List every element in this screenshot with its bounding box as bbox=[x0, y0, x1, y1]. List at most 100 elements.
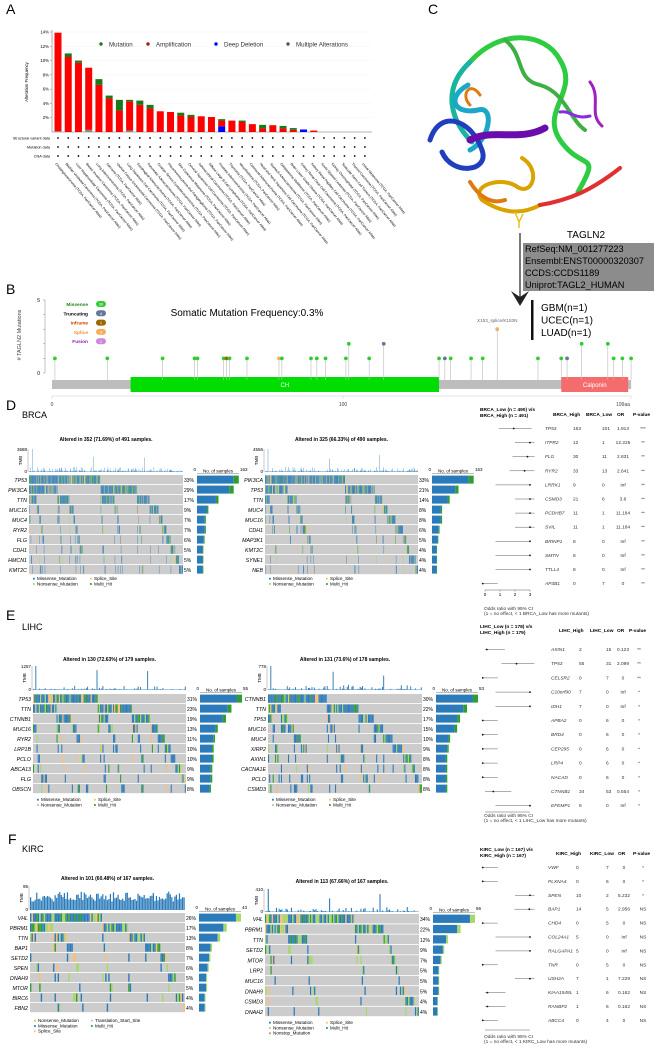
gene-percent: 8% bbox=[419, 508, 427, 514]
gene-label: CTNNB1 bbox=[10, 717, 31, 723]
mutation-cell bbox=[401, 987, 402, 996]
mutation-cell bbox=[363, 925, 364, 934]
mutation-cell bbox=[377, 725, 378, 733]
sample-count-bar-segment bbox=[223, 924, 226, 932]
odds-ratio-value: Inf bbox=[621, 948, 627, 954]
sample-count-bar-segment bbox=[236, 914, 241, 922]
mutation-cell bbox=[296, 915, 297, 924]
sample-count-bar-segment bbox=[205, 516, 206, 524]
mutation-cell bbox=[277, 695, 278, 703]
sample-count-bar bbox=[200, 765, 211, 773]
lollipop-missense bbox=[105, 357, 109, 361]
low-count: 5 bbox=[606, 907, 609, 913]
mutation-cell bbox=[403, 987, 404, 996]
sample-count-bar bbox=[200, 695, 237, 703]
mutation-cell bbox=[353, 705, 354, 713]
mutation-cell bbox=[107, 964, 108, 972]
mutation-cell bbox=[98, 914, 99, 922]
legend-label: Multi_Hit bbox=[98, 802, 117, 807]
odds-ratio-value: 3.6 bbox=[620, 497, 627, 503]
legend-swatch bbox=[269, 1032, 271, 1034]
mutation-cell bbox=[137, 934, 138, 942]
low-count: 6 bbox=[606, 775, 609, 781]
odds-ratio-value: 11.184 bbox=[616, 511, 631, 517]
mutation-cell bbox=[288, 725, 289, 733]
sample-count-bar-segment bbox=[473, 695, 478, 703]
high-count: 14 bbox=[576, 907, 582, 913]
mutation-cell bbox=[360, 715, 361, 723]
mutation-cell bbox=[81, 755, 82, 763]
odds-ratio-point bbox=[487, 1006, 489, 1008]
mutation-cell bbox=[393, 765, 394, 773]
mutation-cell bbox=[280, 915, 281, 924]
mutation-cell bbox=[37, 745, 38, 753]
mutation-cell bbox=[277, 925, 278, 934]
mutation-cell bbox=[339, 705, 340, 713]
mutation-cell bbox=[181, 775, 182, 783]
gene-percent: 8% bbox=[423, 787, 431, 793]
mutation-cell bbox=[55, 705, 56, 713]
legend-swatch bbox=[269, 1027, 271, 1029]
mutation-cell bbox=[374, 725, 375, 733]
mutation-cell bbox=[108, 725, 109, 733]
legend-marker bbox=[146, 42, 149, 45]
odds-ratio-point bbox=[529, 978, 531, 980]
bar-mutation bbox=[280, 126, 287, 129]
mutation-cell bbox=[304, 695, 305, 703]
mutation-cell bbox=[92, 695, 93, 703]
mutation-cell bbox=[275, 695, 276, 703]
profiled-dot bbox=[241, 146, 243, 148]
samples-axis-label: No. of samples bbox=[439, 908, 470, 913]
bar-mutation bbox=[75, 61, 82, 63]
low-count: 0 bbox=[606, 948, 609, 954]
p-value: * bbox=[638, 732, 640, 738]
gene-label: PCLO bbox=[17, 757, 31, 763]
p-value: ** bbox=[641, 525, 645, 531]
mutation-cell bbox=[281, 925, 282, 934]
mutation-cell bbox=[122, 785, 123, 793]
bar-amplification bbox=[310, 131, 317, 132]
mutation-cell bbox=[37, 695, 38, 703]
gene-label: CSMD3 bbox=[247, 787, 266, 793]
sample-count-bar-segment bbox=[213, 735, 215, 743]
mutation-cell bbox=[393, 956, 394, 965]
mutation-cell bbox=[339, 915, 340, 924]
odds-ratio-value: 0 bbox=[623, 879, 626, 885]
mutation-cell bbox=[42, 775, 43, 783]
mutation-cell bbox=[309, 976, 310, 985]
mutation-cell bbox=[360, 997, 361, 1006]
sample-count-bar bbox=[199, 994, 205, 1002]
mutation-cell bbox=[393, 745, 394, 753]
high-count: 21 bbox=[573, 497, 579, 503]
mutation-cell bbox=[91, 914, 92, 922]
mutation-cell bbox=[57, 725, 58, 733]
mutation-cell bbox=[75, 954, 76, 962]
sample-count-bar-segment bbox=[439, 987, 440, 995]
odds-ratio-value: Inf bbox=[620, 553, 626, 559]
legend-swatch bbox=[94, 799, 96, 801]
odds-ratio-value: Inf bbox=[620, 704, 626, 710]
mutation-cell bbox=[340, 705, 341, 713]
low-count: 1 bbox=[602, 511, 605, 517]
mutation-cell bbox=[280, 705, 281, 713]
mutation-cell bbox=[59, 914, 60, 922]
tmb-max-label: 3688 bbox=[17, 447, 28, 452]
mutation-cell bbox=[418, 785, 419, 793]
mutation-cell bbox=[100, 745, 101, 753]
odds-ratio-point bbox=[492, 791, 494, 793]
mutation-cell bbox=[396, 966, 397, 975]
mutation-cell bbox=[82, 914, 83, 922]
mutation-cell bbox=[94, 914, 95, 922]
mutation-cell bbox=[405, 1007, 406, 1016]
mutation-cell bbox=[113, 705, 114, 713]
mutation-cell bbox=[408, 755, 409, 763]
mutation-cell bbox=[154, 725, 155, 733]
mutation-cell bbox=[300, 695, 301, 703]
mutation-cell bbox=[318, 915, 319, 924]
mutation-cell bbox=[62, 715, 63, 723]
mutation-cell bbox=[285, 925, 286, 934]
mutation-cell bbox=[133, 934, 134, 942]
mutation-cell bbox=[335, 705, 336, 713]
tmb-bars bbox=[265, 449, 418, 472]
mutation-cell bbox=[87, 695, 88, 703]
